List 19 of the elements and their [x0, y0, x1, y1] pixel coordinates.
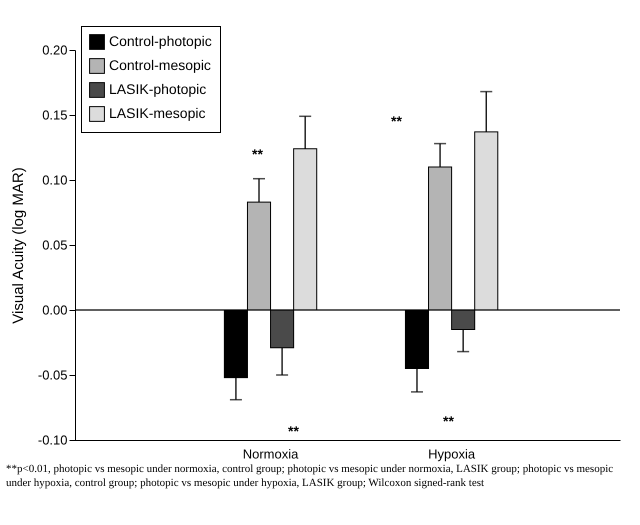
y-tick-label: 0.15	[42, 108, 68, 122]
legend-label: Control-photopic	[109, 33, 212, 49]
legend-label: Control-mesopic	[109, 57, 211, 73]
y-tick-label: 0.00	[42, 302, 68, 318]
legend-label: LASIK-photopic	[109, 81, 206, 97]
y-tick-label: -0.05	[38, 368, 68, 382]
annotation: **	[443, 413, 454, 429]
x-tick-label: Hypoxia	[428, 446, 476, 462]
y-tick-label: 0.05	[42, 238, 68, 252]
y-axis-title: Visual Acuity (log MAR)	[10, 167, 27, 324]
legend-label: LASIK-mesopic	[109, 105, 206, 121]
y-tick-label: 0.10	[42, 172, 68, 188]
y-tick-label: -0.10	[38, 432, 68, 448]
x-tick-label: Normoxia	[242, 446, 300, 462]
annotation: **	[252, 146, 263, 162]
text: **p<0.01, photopic vs mesopic under normoxia, control group; photopic vs mesopic under normoxia, LASIK group; photopic vs mesopic under hypoxia, control group; photopic vs mesopic under hypoxia, LASIK group; Wilcoxon signed-rank test	[6, 463, 614, 490]
annotation: **	[391, 113, 402, 129]
annotation: **	[288, 423, 299, 439]
y-tick-label: 0.20	[42, 42, 68, 58]
